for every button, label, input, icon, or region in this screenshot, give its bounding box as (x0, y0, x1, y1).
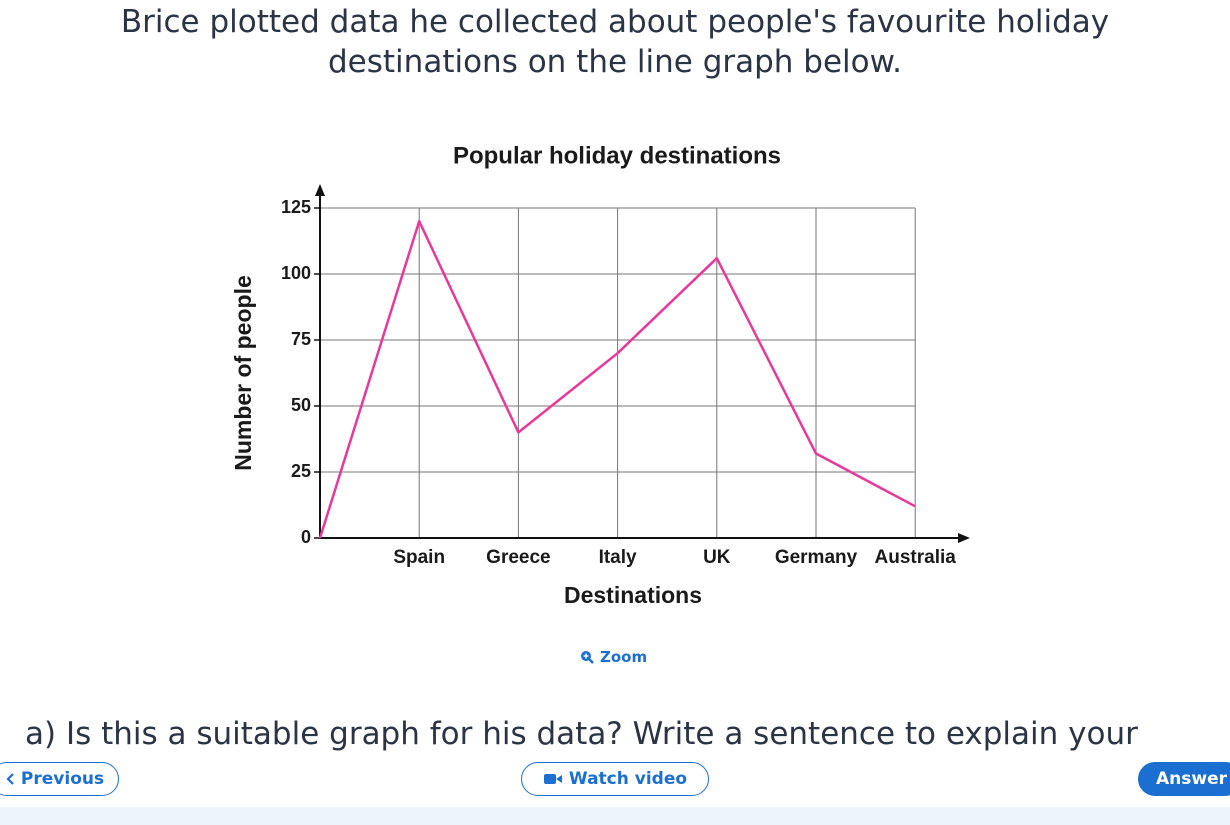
y-tick-label: 25 (291, 461, 311, 481)
question-prompt: a) Is this a suitable graph for his data… (25, 716, 1138, 752)
zoom-link[interactable]: Zoom (580, 648, 647, 666)
answer-text: Answer (1156, 769, 1227, 789)
footer-strip (0, 807, 1230, 825)
y-axis-label: Number of people (230, 275, 256, 471)
data-line (318, 219, 916, 539)
zoom-icon (581, 651, 594, 664)
y-tick-label: 75 (291, 329, 311, 349)
x-tick-label: Germany (775, 547, 858, 568)
x-tick-label: Italy (599, 547, 637, 568)
x-tick-label: Australia (875, 547, 957, 568)
y-tick-label: 100 (281, 263, 311, 283)
chart-title: Popular holiday destinations (453, 142, 781, 169)
y-tick-label: 0 (301, 527, 311, 547)
y-axis-arrow (315, 184, 325, 196)
watch-video-button[interactable]: Watch video (521, 762, 709, 796)
zoom-text: Zoom (600, 648, 648, 666)
previous-button[interactable]: Previous (0, 762, 119, 796)
answer-button[interactable]: Answer (1138, 762, 1230, 796)
question-intro: Brice plotted data he collected about pe… (120, 4, 1110, 80)
x-tick-label: Spain (393, 547, 445, 568)
chart: Popular holiday destinations Destination… (230, 142, 970, 608)
x-axis-arrow (958, 533, 970, 543)
x-tick-label: Greece (486, 547, 550, 568)
y-tick-label: 125 (281, 197, 311, 217)
video-icon (543, 774, 562, 784)
watch-video-text: Watch video (568, 769, 688, 789)
y-tick-label: 50 (291, 395, 311, 415)
x-tick-label: UK (703, 547, 731, 568)
chevron-icon (6, 773, 14, 785)
x-axis-label: Destinations (564, 582, 702, 608)
nav-bar (0, 757, 1230, 807)
previous-text: Previous (20, 769, 105, 789)
